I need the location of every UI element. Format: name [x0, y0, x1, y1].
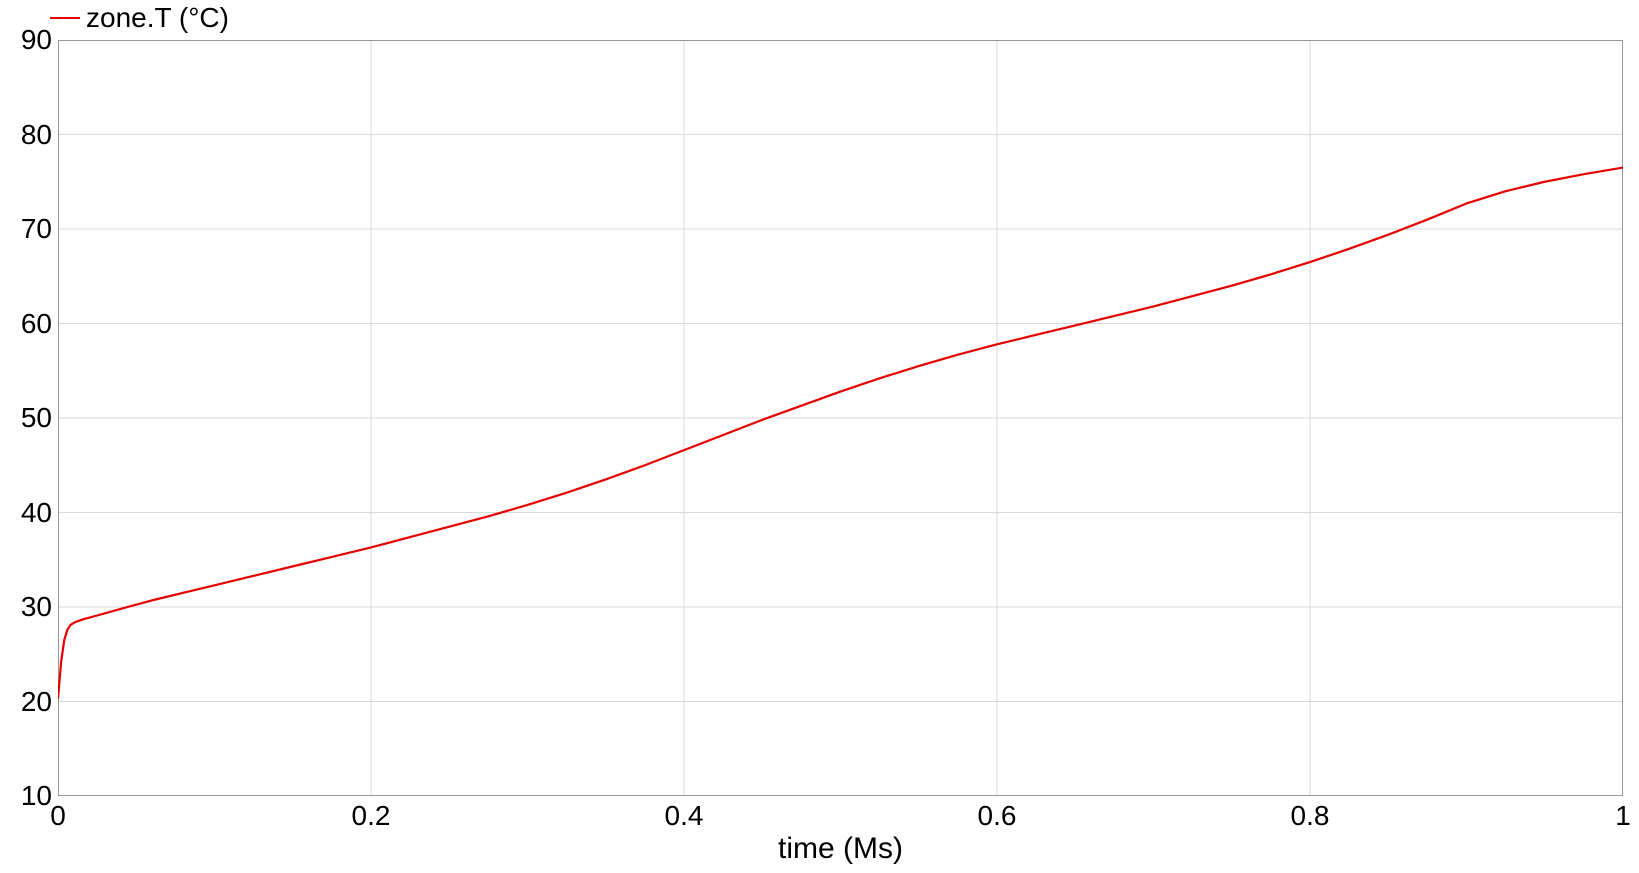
y-tick-label: 30	[21, 591, 58, 623]
y-tick-label: 70	[21, 213, 58, 245]
y-tick-label: 60	[21, 308, 58, 340]
y-tick-label: 40	[21, 497, 58, 529]
plot-area: 102030405060708090 00.20.40.60.81	[58, 40, 1623, 796]
legend-label: zone.T (°C)	[86, 2, 229, 34]
chart-container: zone.T (°C) 102030405060708090 00.20.40.…	[0, 0, 1639, 873]
x-tick-label: 0	[50, 796, 66, 832]
legend-swatch	[50, 17, 80, 19]
plot-svg	[58, 40, 1623, 796]
x-tick-label: 1	[1615, 796, 1631, 832]
y-tick-label: 50	[21, 402, 58, 434]
x-tick-label: 0.8	[1291, 796, 1330, 832]
series-line	[58, 168, 1623, 699]
x-axis-label: time (Ms)	[778, 832, 903, 866]
x-tick-label: 0.6	[978, 796, 1017, 832]
y-tick-label: 20	[21, 686, 58, 718]
y-tick-label: 80	[21, 119, 58, 151]
x-tick-label: 0.4	[665, 796, 704, 832]
legend: zone.T (°C)	[50, 2, 229, 34]
y-tick-label: 90	[21, 24, 58, 56]
x-tick-label: 0.2	[352, 796, 391, 832]
